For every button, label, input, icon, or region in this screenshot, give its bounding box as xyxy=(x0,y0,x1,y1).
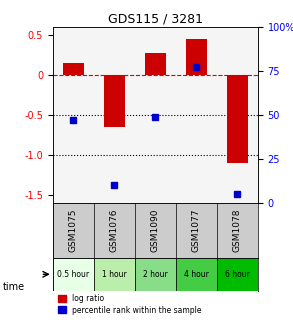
Text: time: time xyxy=(3,282,25,292)
Bar xyxy=(145,53,166,75)
Text: 2 hour: 2 hour xyxy=(143,270,168,279)
Bar xyxy=(104,75,125,127)
FancyBboxPatch shape xyxy=(176,258,217,291)
Title: GDS115 / 3281: GDS115 / 3281 xyxy=(108,13,203,26)
Text: 1 hour: 1 hour xyxy=(102,270,127,279)
Bar xyxy=(63,63,84,75)
Text: GSM1078: GSM1078 xyxy=(233,209,242,252)
FancyBboxPatch shape xyxy=(217,258,258,291)
Bar xyxy=(227,75,248,163)
FancyBboxPatch shape xyxy=(135,258,176,291)
Text: GSM1076: GSM1076 xyxy=(110,209,119,252)
Text: GSM1090: GSM1090 xyxy=(151,209,160,252)
Text: GSM1075: GSM1075 xyxy=(69,209,78,252)
Bar xyxy=(186,39,207,75)
FancyBboxPatch shape xyxy=(94,258,135,291)
Text: GSM1077: GSM1077 xyxy=(192,209,201,252)
Text: 0.5 hour: 0.5 hour xyxy=(57,270,89,279)
Legend: log ratio, percentile rank within the sample: log ratio, percentile rank within the sa… xyxy=(57,293,203,316)
Text: 4 hour: 4 hour xyxy=(184,270,209,279)
FancyBboxPatch shape xyxy=(53,258,94,291)
Text: 6 hour: 6 hour xyxy=(225,270,250,279)
